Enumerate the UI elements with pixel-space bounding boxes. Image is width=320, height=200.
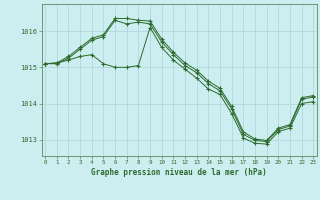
X-axis label: Graphe pression niveau de la mer (hPa): Graphe pression niveau de la mer (hPa) [91, 168, 267, 177]
